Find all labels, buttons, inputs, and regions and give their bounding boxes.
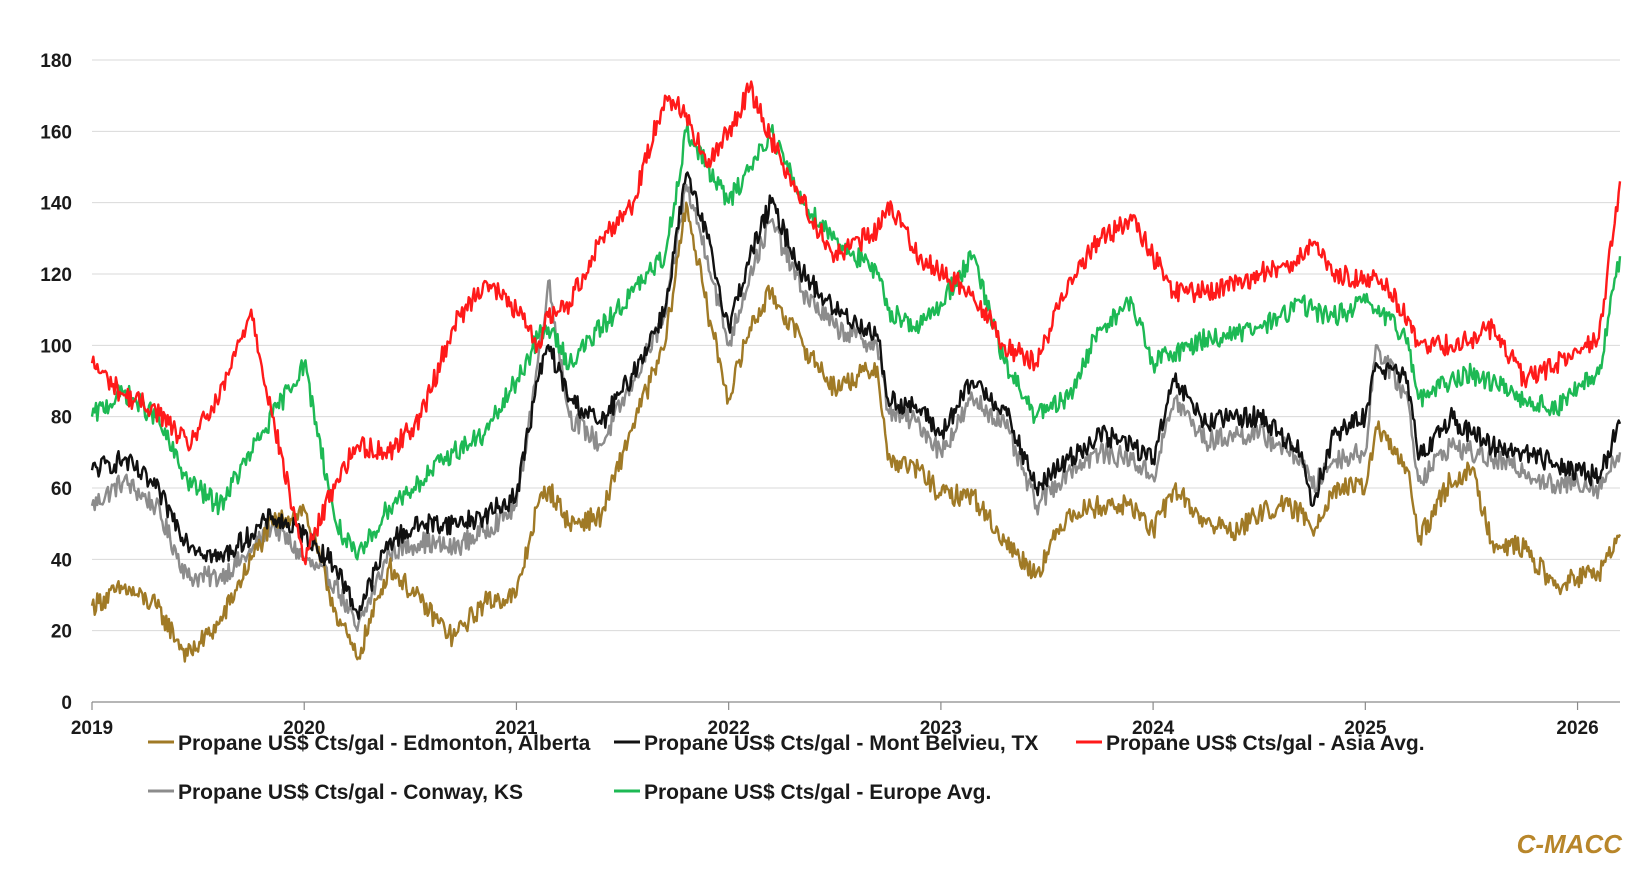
- x-tick-label: 2021: [495, 718, 538, 739]
- series-line-conway: [90, 183, 1622, 632]
- y-tick-label: 80: [51, 408, 72, 429]
- legend-label-conway: Propane US$ Cts/gal - Conway, KS: [178, 781, 523, 804]
- series-line-europe: [90, 123, 1622, 561]
- x-tick-labels: 2019 2020 2021 2022 2023 2024 2025 2026: [71, 718, 1599, 739]
- brand-watermark: C-MACC: [1516, 829, 1622, 859]
- y-tick-label: 0: [61, 693, 72, 714]
- series-line-asia: [90, 80, 1622, 566]
- legend-label-europe: Propane US$ Cts/gal - Europe Avg.: [644, 781, 991, 804]
- y-tick-label: 180: [40, 51, 72, 72]
- x-tick-label: 2024: [1132, 718, 1175, 739]
- legend: Propane US$ Cts/gal - Edmonton, Alberta P…: [148, 732, 1425, 804]
- x-tick-label: 2019: [71, 718, 113, 739]
- y-tick-label: 20: [51, 622, 72, 643]
- series-lines: [90, 80, 1622, 663]
- y-tick-label: 100: [40, 336, 72, 357]
- y-tick-label: 160: [40, 122, 72, 143]
- y-tick-label: 120: [40, 265, 72, 286]
- x-tick-label: 2026: [1556, 718, 1598, 739]
- legend-label-edmonton: Propane US$ Cts/gal - Edmonton, Alberta: [178, 732, 591, 755]
- x-tick-label: 2022: [708, 718, 750, 739]
- x-tick-label: 2020: [283, 718, 325, 739]
- gridlines: [92, 59, 1620, 632]
- y-tick-label: 40: [51, 550, 72, 571]
- y-tick-label: 140: [40, 194, 72, 215]
- axes: [91, 701, 1620, 710]
- y-tick-labels: 0 20 40 60 80 100 120 140 160 180: [40, 51, 72, 714]
- series-line-mont-belvieu: [90, 171, 1622, 620]
- y-tick-label: 60: [51, 479, 72, 500]
- x-tick-label: 2023: [920, 718, 962, 739]
- legend-label-mont-belvieu: Propane US$ Cts/gal - Mont Belvieu, TX: [644, 732, 1038, 755]
- series-line-edmonton: [90, 201, 1622, 663]
- legend-label-asia: Propane US$ Cts/gal - Asia Avg.: [1106, 732, 1425, 755]
- x-tick-label: 2025: [1344, 718, 1387, 739]
